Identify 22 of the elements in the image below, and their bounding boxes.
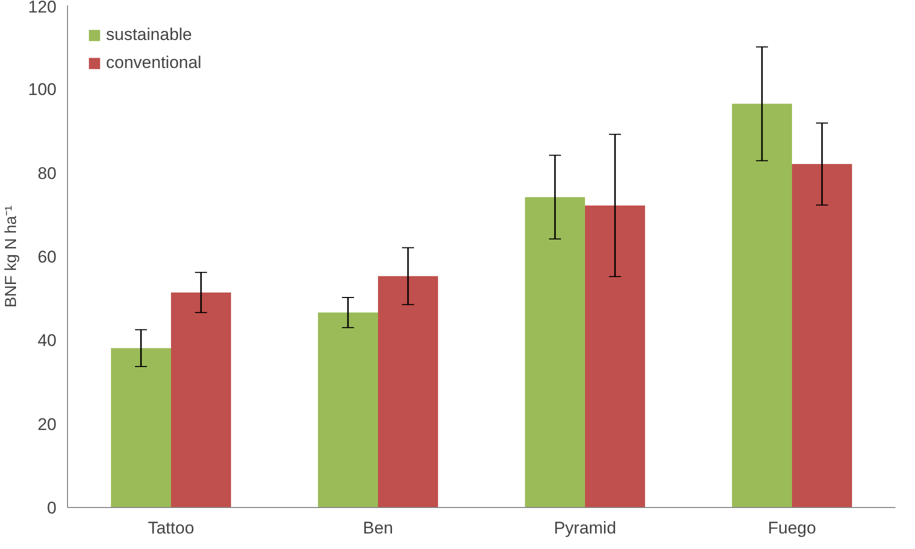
bar [524,197,585,508]
x-tick-label: Ben [362,518,394,538]
y-tick-label: 100 [28,80,57,100]
y-tick-label: 0 [47,498,57,518]
y-tick-label: 80 [38,164,57,183]
bar [378,276,438,508]
y-axis-title: BNF kg N ha⁻¹ [3,206,20,308]
y-tick-label: 20 [38,414,57,434]
bar [792,164,852,508]
x-tick-label: Fuego [768,518,816,538]
y-tick-label: 40 [38,331,57,350]
x-tick-label: Pyramid [554,518,616,538]
y-tick-label: 60 [38,248,57,266]
bar [585,205,646,508]
x-tick-label: Tattoo [148,518,194,538]
bar [732,104,792,508]
bar [318,312,378,508]
bar [171,292,232,508]
legend-label: conventional [106,53,202,73]
y-tick-label: 120 [28,0,57,16]
legend-label: sustainable [106,25,192,45]
bar [110,348,171,508]
